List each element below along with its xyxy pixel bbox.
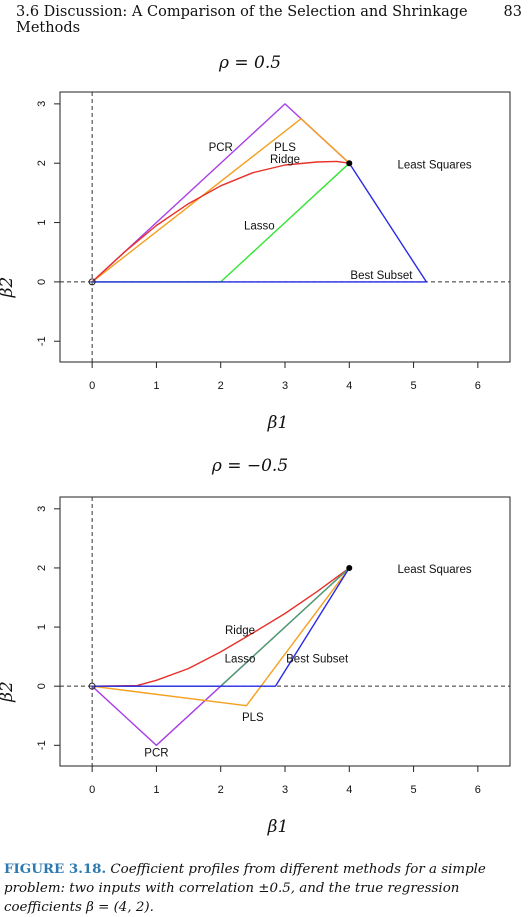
chart-1-x-tick-label: 4 xyxy=(346,380,352,392)
chart-2-annotation-ridge: Ridge xyxy=(225,625,255,637)
chart-1-series-ridge xyxy=(91,160,350,283)
chart-1-x-tick-label: 0 xyxy=(89,380,95,392)
chart-2-series-lasso xyxy=(92,567,350,687)
chart-1-plot-frame xyxy=(59,91,511,363)
chart-1-annotation-lasso: Lasso xyxy=(244,221,275,233)
chart-2-origin-marker xyxy=(88,682,96,690)
chart-1-y-tick-label: -1 xyxy=(36,336,48,346)
chart-2-y-tick-label: 1 xyxy=(36,624,48,630)
chart-1-annotation-pcr: PCR xyxy=(209,142,233,154)
chart-2-annotation-pcr: PCR xyxy=(144,747,168,759)
chart-2-x-tick-label: 4 xyxy=(346,784,352,796)
chart-2-y-axis-label: β2 xyxy=(0,681,17,703)
chart-2-x-tick-label: 0 xyxy=(89,784,95,796)
chart-1-x-tick-label: 6 xyxy=(475,380,481,392)
chart-2-annotation-least-squares: Least Squares xyxy=(398,564,472,576)
chart-2-x-axis-label: β1 xyxy=(267,817,289,837)
chart-2-plot-frame xyxy=(59,496,511,767)
chart-1-x-tick-label: 5 xyxy=(411,380,417,392)
chart-2-x-tick-label: 5 xyxy=(411,784,417,796)
chart-1-y-tick-label: 2 xyxy=(36,160,48,166)
page-header: 3.6 Discussion: A Comparison of the Sele… xyxy=(0,0,532,36)
chart-2-x-tick-label: 3 xyxy=(282,784,288,796)
page-number: 83 xyxy=(503,4,522,20)
chart-1-series-best-subset xyxy=(92,162,428,283)
caption-label: FIGURE 3.18. xyxy=(4,861,107,877)
chart-2-y-tick-label: 0 xyxy=(36,683,48,689)
chart-2-y-tick-label: 2 xyxy=(36,565,48,571)
chart-2-least-squares-point xyxy=(346,564,353,571)
chart-1-y-tick-label: 3 xyxy=(36,101,48,107)
chart-1-x-tick-label: 3 xyxy=(282,380,288,392)
chart-1-series-pcr xyxy=(91,103,350,283)
chart-2-title: ρ = −0.5 xyxy=(211,456,288,476)
chart-1-y-tick-label: 0 xyxy=(36,279,48,285)
chart-2-annotation-lasso: Lasso xyxy=(225,653,256,665)
chart-2-x-tick-label: 1 xyxy=(153,784,159,796)
chart-2-y-tick-label: -1 xyxy=(36,740,48,750)
chart-1-x-axis-label: β1 xyxy=(267,413,289,433)
chart-1-x-tick-label: 2 xyxy=(218,380,224,392)
chart-1-y-tick-label: 1 xyxy=(36,219,48,225)
figure-caption: FIGURE 3.18. Coefficient profiles from d… xyxy=(4,860,530,917)
chart-1-x-tick-label: 1 xyxy=(153,380,159,392)
chart-2-x-tick-label: 6 xyxy=(475,784,481,796)
chart-1-annotation-ridge: Ridge xyxy=(270,154,300,166)
chart-2-annotation-pls: PLS xyxy=(242,712,264,724)
chart-2-y-tick-label: 3 xyxy=(36,506,48,512)
chart-1-title: ρ = 0.5 xyxy=(218,53,281,73)
chart-2-series-pls xyxy=(92,567,350,707)
chart-1-annotation-least-squares: Least Squares xyxy=(398,159,472,171)
chart-1-origin-marker xyxy=(88,278,96,286)
chart-1-annotation-best-subset: Best Subset xyxy=(350,270,413,282)
chart-2-x-tick-label: 2 xyxy=(218,784,224,796)
chart-1-least-squares-point xyxy=(346,160,353,167)
chart-2-series-ridge xyxy=(92,567,350,687)
chart-1-y-axis-label: β2 xyxy=(0,277,17,299)
chart-1-series-pls xyxy=(91,117,350,283)
chart-1-annotation-pls: PLS xyxy=(274,142,296,154)
section-title: 3.6 Discussion: A Comparison of the Sele… xyxy=(16,4,468,36)
chart-2-series-best-subset xyxy=(92,567,350,687)
chart-2-annotation-best-subset: Best Subset xyxy=(286,653,349,665)
